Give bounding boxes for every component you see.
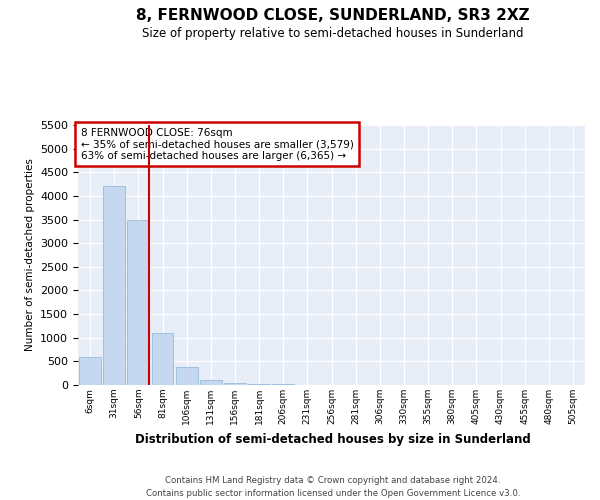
- Bar: [176, 367, 197, 385]
- Text: Contains HM Land Registry data © Crown copyright and database right 2024.: Contains HM Land Registry data © Crown c…: [165, 476, 501, 485]
- Text: Contains public sector information licensed under the Open Government Licence v3: Contains public sector information licen…: [146, 489, 520, 498]
- Text: 8, FERNWOOD CLOSE, SUNDERLAND, SR3 2XZ: 8, FERNWOOD CLOSE, SUNDERLAND, SR3 2XZ: [136, 8, 530, 22]
- Y-axis label: Number of semi-detached properties: Number of semi-detached properties: [25, 158, 35, 352]
- Bar: [272, 384, 294, 385]
- Bar: [127, 220, 149, 385]
- Text: Distribution of semi-detached houses by size in Sunderland: Distribution of semi-detached houses by …: [135, 432, 531, 446]
- Text: 8 FERNWOOD CLOSE: 76sqm
← 35% of semi-detached houses are smaller (3,579)
63% of: 8 FERNWOOD CLOSE: 76sqm ← 35% of semi-de…: [80, 128, 353, 161]
- Bar: [248, 384, 270, 385]
- Bar: [103, 186, 125, 385]
- Bar: [79, 356, 101, 385]
- Bar: [152, 333, 173, 385]
- Bar: [224, 382, 246, 385]
- Bar: [200, 380, 221, 385]
- Text: Size of property relative to semi-detached houses in Sunderland: Size of property relative to semi-detach…: [142, 28, 524, 40]
